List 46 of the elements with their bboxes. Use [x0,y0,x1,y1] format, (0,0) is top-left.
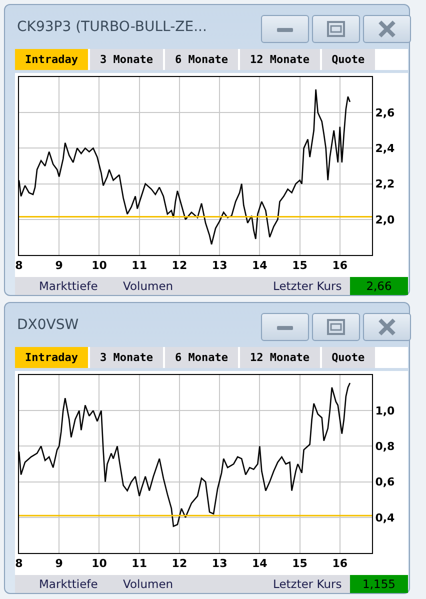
text: Intraday [15,49,88,70]
text: Intraday [15,347,88,368]
x-tick-label: 16 [332,557,348,570]
x-tick-label: 13 [212,259,228,272]
text: 12 Monate [240,347,320,368]
text: Markttiefe [39,279,98,293]
x-tick-label: 9 [55,259,63,272]
x-tick-label: 9 [55,557,63,570]
y-tick-label: 2,6 [375,106,396,120]
text: 1,155 [350,575,408,593]
chart-title: CK93P3 (TURBO-BULL-ZE... [17,19,207,35]
x-tick-label: 14 [252,259,268,272]
text: 3 Monate [90,49,163,70]
x-tick-label: 16 [332,259,348,272]
text: Letzter Kurs [273,577,342,591]
y-tick-label: 2,2 [375,178,395,191]
text: 3 Monate [90,347,163,368]
text: 6 Monate [164,347,238,368]
text: 2,66 [350,277,408,295]
text: 12 Monate [240,49,320,70]
x-tick-label: 12 [172,557,188,570]
y-tick-label: 1,0 [375,404,396,418]
y-tick-label: 0,4 [375,511,396,524]
x-tick-label: 13 [212,557,228,570]
y-tick-label: 0,6 [375,476,396,489]
text: Letzter Kurs [273,279,342,293]
y-tick-label: 2,0 [375,213,396,226]
text: Volumen [123,279,174,293]
text: Quote [322,347,375,368]
x-tick-label: 15 [292,259,308,272]
chart-title: DX0VSW [17,317,79,333]
text: Volumen [123,577,174,591]
x-tick-label: 10 [92,259,108,272]
x-tick-label: 11 [132,259,147,272]
x-tick-label: 10 [92,557,108,570]
text: 6 Monate [164,49,238,70]
x-tick-label: 8 [15,259,23,272]
x-tick-label: 11 [132,557,147,570]
text: Quote [322,49,375,70]
x-tick-label: 8 [15,557,23,570]
x-tick-label: 14 [252,557,268,570]
x-tick-label: 12 [172,259,188,272]
x-tick-label: 15 [292,557,308,570]
y-tick-label: 2,4 [375,142,396,156]
y-tick-label: 0,8 [375,440,395,454]
text: Markttiefe [39,577,98,591]
